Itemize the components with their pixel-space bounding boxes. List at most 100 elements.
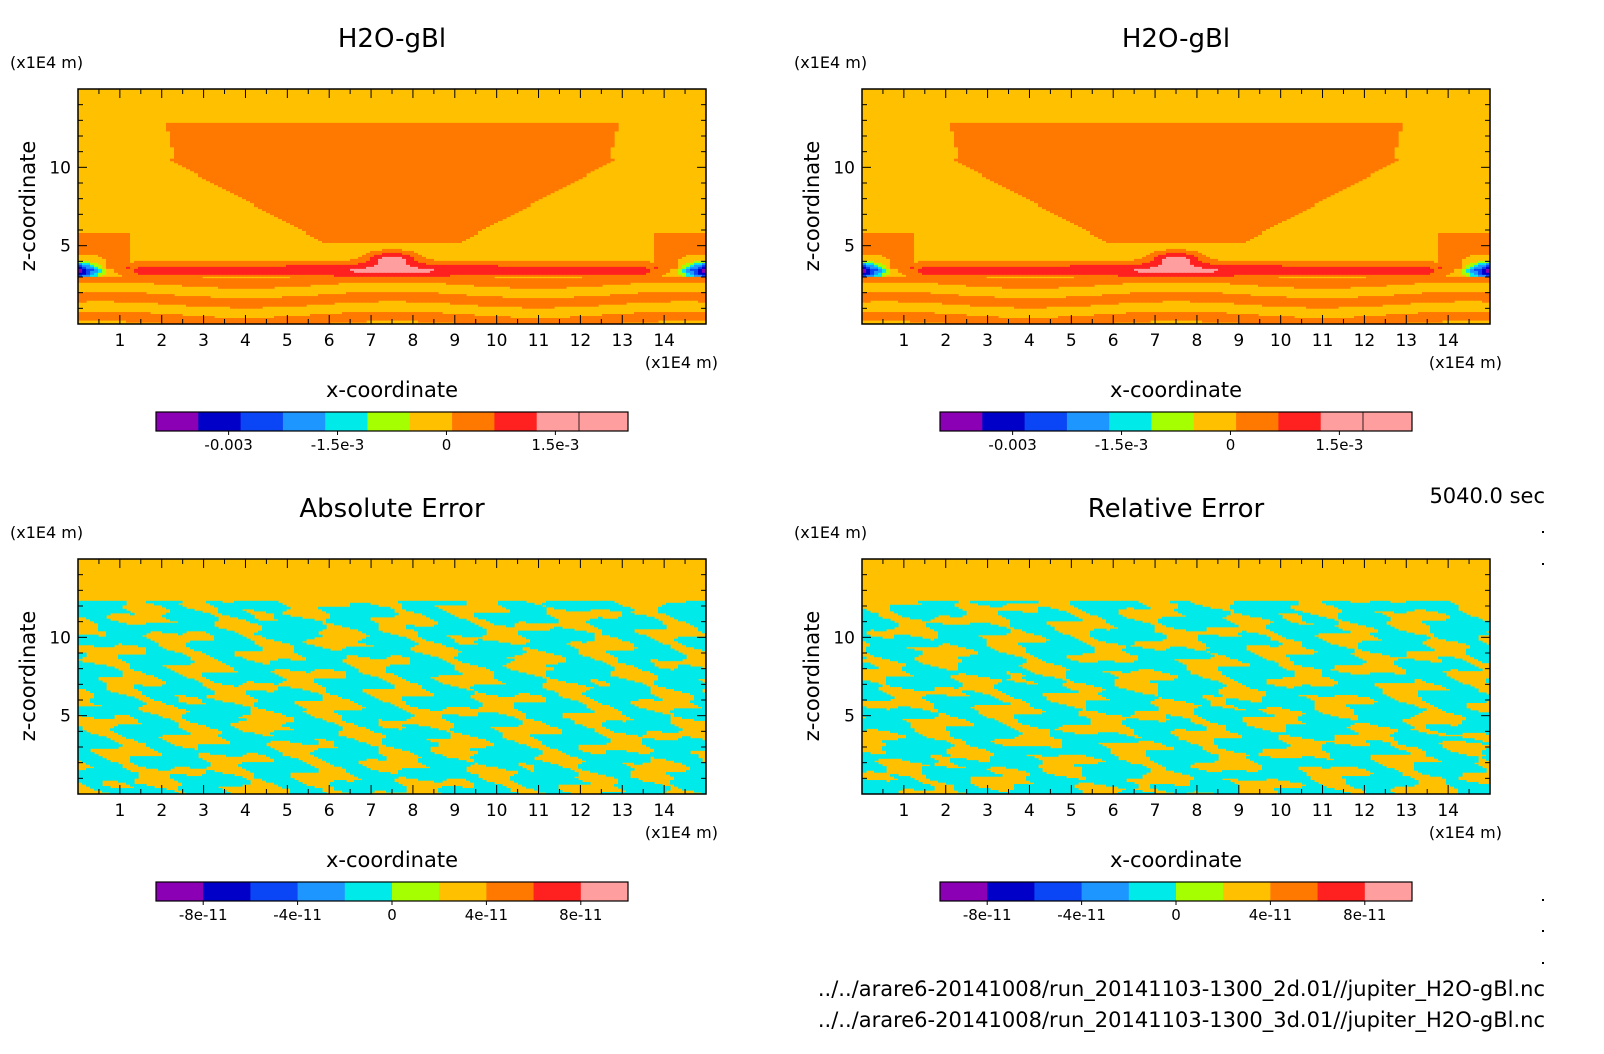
field-cell bbox=[238, 260, 243, 263]
field-cell bbox=[266, 322, 271, 324]
field-cell bbox=[310, 300, 315, 303]
field-cell bbox=[154, 246, 159, 249]
field-cell bbox=[142, 264, 147, 267]
field-cell bbox=[90, 258, 95, 261]
field-cell bbox=[342, 294, 347, 297]
field-cell bbox=[98, 316, 103, 319]
field-cell bbox=[582, 300, 587, 303]
field-cell bbox=[330, 248, 335, 251]
field-cell bbox=[318, 276, 323, 279]
field-cell bbox=[466, 318, 471, 321]
field-cell bbox=[358, 298, 363, 301]
field-cell bbox=[370, 256, 375, 259]
field-cell bbox=[298, 274, 303, 277]
field-cell bbox=[158, 272, 163, 275]
field-cell bbox=[474, 296, 479, 299]
field-cell bbox=[682, 254, 687, 257]
field-cell bbox=[618, 254, 623, 257]
field-cell bbox=[474, 248, 479, 251]
field-cell bbox=[118, 300, 123, 303]
field-cell bbox=[298, 248, 303, 251]
field-cell bbox=[186, 264, 191, 267]
field-cell bbox=[466, 254, 471, 257]
field-cell bbox=[670, 292, 675, 295]
field-cell bbox=[482, 250, 487, 253]
field-cell bbox=[470, 248, 475, 251]
field-cell bbox=[122, 246, 127, 249]
field-cell bbox=[498, 274, 503, 277]
field-cell bbox=[374, 292, 379, 295]
field-cell bbox=[266, 284, 271, 287]
field-cell bbox=[654, 280, 659, 283]
field-cell bbox=[302, 296, 307, 299]
field-cell bbox=[634, 278, 639, 281]
field-cell bbox=[354, 292, 359, 295]
field-cell bbox=[114, 266, 119, 269]
field-cell bbox=[234, 256, 239, 259]
field-cell bbox=[546, 286, 551, 289]
field-cell bbox=[354, 262, 359, 265]
field-cell bbox=[590, 284, 595, 287]
field-cell bbox=[170, 300, 175, 303]
field-cell bbox=[646, 294, 651, 297]
field-cell bbox=[86, 274, 91, 277]
field-cell bbox=[190, 268, 195, 271]
field-cell bbox=[586, 252, 591, 255]
field-cell bbox=[450, 266, 455, 269]
field-cell bbox=[334, 282, 339, 285]
field-cell bbox=[650, 298, 655, 301]
field-cell bbox=[446, 254, 451, 257]
field-cell bbox=[222, 282, 227, 285]
field-cell bbox=[438, 256, 443, 259]
field-cell bbox=[622, 250, 627, 253]
field-cell bbox=[182, 250, 187, 253]
field-cell bbox=[298, 276, 303, 279]
field-cell bbox=[126, 320, 131, 323]
field-cell bbox=[430, 260, 435, 263]
field-cell bbox=[570, 282, 575, 285]
field-cell bbox=[562, 270, 567, 273]
field-cell bbox=[282, 300, 287, 303]
field-cell bbox=[650, 252, 655, 255]
field-cell bbox=[418, 256, 423, 259]
field-cell bbox=[162, 280, 167, 283]
field-cell bbox=[138, 244, 143, 247]
field-cell bbox=[622, 270, 627, 273]
field-cell bbox=[574, 250, 579, 253]
field-cell bbox=[334, 256, 339, 259]
field-cell bbox=[414, 270, 419, 273]
field-cell bbox=[290, 248, 295, 251]
field-cell bbox=[666, 258, 671, 261]
field-cell bbox=[174, 320, 179, 323]
field-cell bbox=[586, 246, 591, 249]
field-cell bbox=[182, 284, 187, 287]
field-cell bbox=[406, 280, 411, 283]
field-cell bbox=[278, 298, 283, 301]
field-cell bbox=[94, 272, 99, 275]
field-cell bbox=[122, 264, 127, 267]
field-cell bbox=[698, 268, 703, 271]
field-cell bbox=[542, 266, 547, 269]
field-cell bbox=[262, 272, 267, 275]
field-cell bbox=[374, 264, 379, 267]
field-cell bbox=[334, 278, 339, 281]
field-cell bbox=[322, 278, 327, 281]
field-cell bbox=[210, 302, 215, 305]
field-cell bbox=[98, 266, 103, 269]
field-cell bbox=[462, 244, 467, 247]
field-cell bbox=[546, 282, 551, 285]
field-cell bbox=[450, 298, 455, 301]
field-cell bbox=[454, 260, 459, 263]
field-cell bbox=[658, 256, 663, 259]
field-cell bbox=[678, 276, 683, 279]
field-cell bbox=[318, 272, 323, 275]
field-cell bbox=[338, 276, 343, 279]
field-cell bbox=[490, 318, 495, 321]
field-cell bbox=[98, 278, 103, 281]
field-cell bbox=[538, 270, 543, 273]
field-cell bbox=[346, 294, 351, 297]
field-cell bbox=[198, 260, 203, 263]
field-cell bbox=[678, 270, 683, 273]
field-cell bbox=[526, 284, 531, 287]
field-cell bbox=[342, 278, 347, 281]
